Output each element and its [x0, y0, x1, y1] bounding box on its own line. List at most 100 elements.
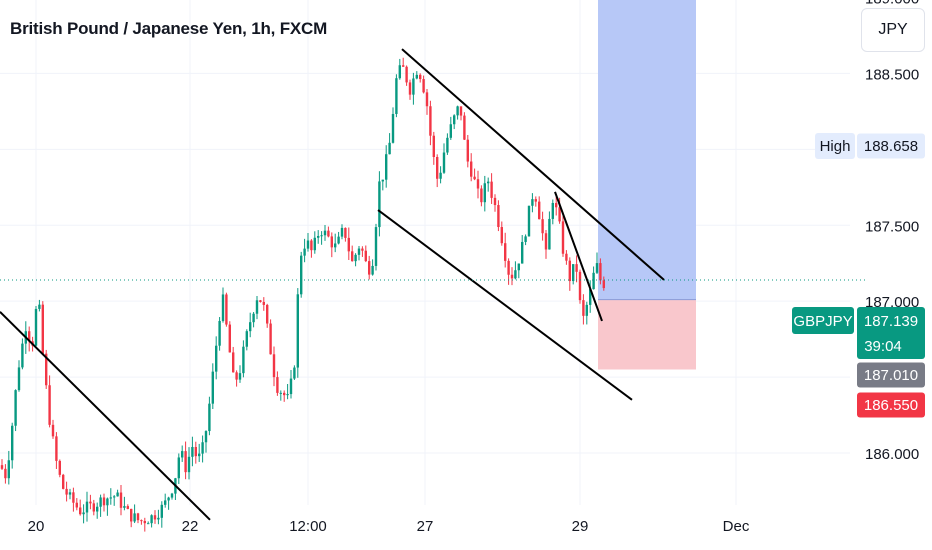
- candle-body: [191, 446, 194, 457]
- candle-body: [500, 227, 503, 244]
- candle-body: [422, 79, 425, 93]
- candle-body: [391, 113, 395, 143]
- candle-body: [72, 492, 75, 503]
- candle-body: [388, 142, 391, 155]
- candle-body: [578, 271, 582, 301]
- candle-body: [96, 506, 99, 512]
- candle-body: [470, 161, 473, 177]
- candle-body: [555, 202, 558, 208]
- candle-body: [82, 512, 85, 515]
- candle-body: [204, 431, 208, 443]
- candle-body: [21, 343, 24, 368]
- candle-body: [51, 424, 55, 437]
- trendline-2: [401, 48, 665, 281]
- stop-zone: [598, 299, 696, 370]
- candle-body: [354, 254, 357, 262]
- candle-body: [252, 313, 255, 323]
- candle-body: [521, 241, 524, 264]
- candle-body: [317, 235, 320, 238]
- candle-body: [177, 457, 180, 479]
- candle-body: [405, 66, 408, 83]
- candle-body: [408, 82, 412, 95]
- trendline-1: [0, 311, 211, 521]
- candle-body: [14, 390, 17, 426]
- candle-body: [41, 304, 44, 354]
- candle-body: [442, 152, 446, 173]
- candle-body: [473, 176, 476, 180]
- candle-body: [55, 436, 58, 461]
- candle-body: [439, 172, 442, 179]
- candle-body: [7, 460, 10, 479]
- candle-body: [300, 255, 303, 295]
- candle-body: [259, 300, 262, 302]
- candle-body: [0, 465, 4, 469]
- last-price-tag: 187.139: [864, 313, 918, 330]
- candle-body: [534, 199, 537, 202]
- x-tick-0: 20: [28, 518, 45, 535]
- candle-body: [102, 497, 106, 506]
- candle-body: [402, 65, 405, 67]
- candle-body: [551, 202, 554, 219]
- candle-body: [225, 294, 228, 325]
- candle-body: [58, 460, 61, 475]
- candle-body: [62, 474, 65, 489]
- candle-body: [208, 403, 211, 432]
- candle-body: [232, 352, 235, 373]
- candle-body: [38, 304, 41, 309]
- candle-body: [548, 218, 551, 250]
- candle-body: [262, 301, 265, 305]
- candle-body: [361, 248, 364, 251]
- candle-body: [109, 497, 112, 499]
- y-tick-2: 187.000: [865, 294, 919, 311]
- candle-body: [347, 237, 350, 252]
- candle-body: [432, 135, 435, 158]
- candle-body: [184, 451, 187, 473]
- high-price-tag: 188.658: [864, 138, 918, 155]
- candle-body: [11, 425, 14, 461]
- candle-body: [514, 270, 517, 279]
- candle-body: [398, 65, 401, 79]
- high-label: High: [820, 138, 851, 155]
- candle-body: [143, 520, 146, 524]
- y-tick-3: 187.500: [865, 218, 919, 235]
- symbol-tag-bg: [792, 307, 854, 334]
- candle-body: [429, 106, 432, 136]
- currency-button[interactable]: JPY: [861, 8, 925, 52]
- candle-body: [164, 500, 167, 505]
- candle-body: [218, 320, 221, 346]
- candle-body: [415, 74, 418, 79]
- candle-body: [595, 263, 599, 273]
- candle-body: [463, 115, 466, 140]
- chart-title: British Pound / Japanese Yen, 1h, FXCM: [10, 19, 328, 38]
- candle-body: [157, 517, 160, 520]
- candle-body: [303, 248, 306, 256]
- y-tick-0: 186.000: [865, 446, 919, 463]
- x-tick-5: Dec: [723, 518, 750, 535]
- candle-body: [602, 280, 605, 289]
- candle-body: [136, 513, 140, 521]
- candle-body: [493, 197, 497, 206]
- candle-body: [466, 139, 469, 162]
- candle-body: [371, 265, 374, 275]
- countdown-tag: 39:04: [864, 338, 902, 355]
- candle-body: [497, 205, 500, 228]
- candle-body: [453, 115, 456, 125]
- entry-price-tag-bg: [857, 362, 925, 388]
- entry-price-tag: 187.010: [864, 367, 918, 384]
- candle-body: [201, 442, 204, 454]
- candle-body: [381, 179, 384, 182]
- candle-body: [211, 371, 214, 404]
- candle-body: [575, 264, 578, 272]
- candle-body: [337, 236, 340, 244]
- candle-body: [68, 492, 72, 495]
- candle-body: [585, 304, 588, 316]
- candle-body: [490, 181, 493, 198]
- candle-body: [92, 503, 95, 512]
- candle-body: [344, 227, 347, 238]
- candle-body: [266, 304, 269, 324]
- candle-body: [28, 331, 31, 342]
- candle-body: [198, 453, 201, 457]
- stop-price-tag: 186.550: [864, 397, 918, 414]
- candle-body: [89, 501, 92, 504]
